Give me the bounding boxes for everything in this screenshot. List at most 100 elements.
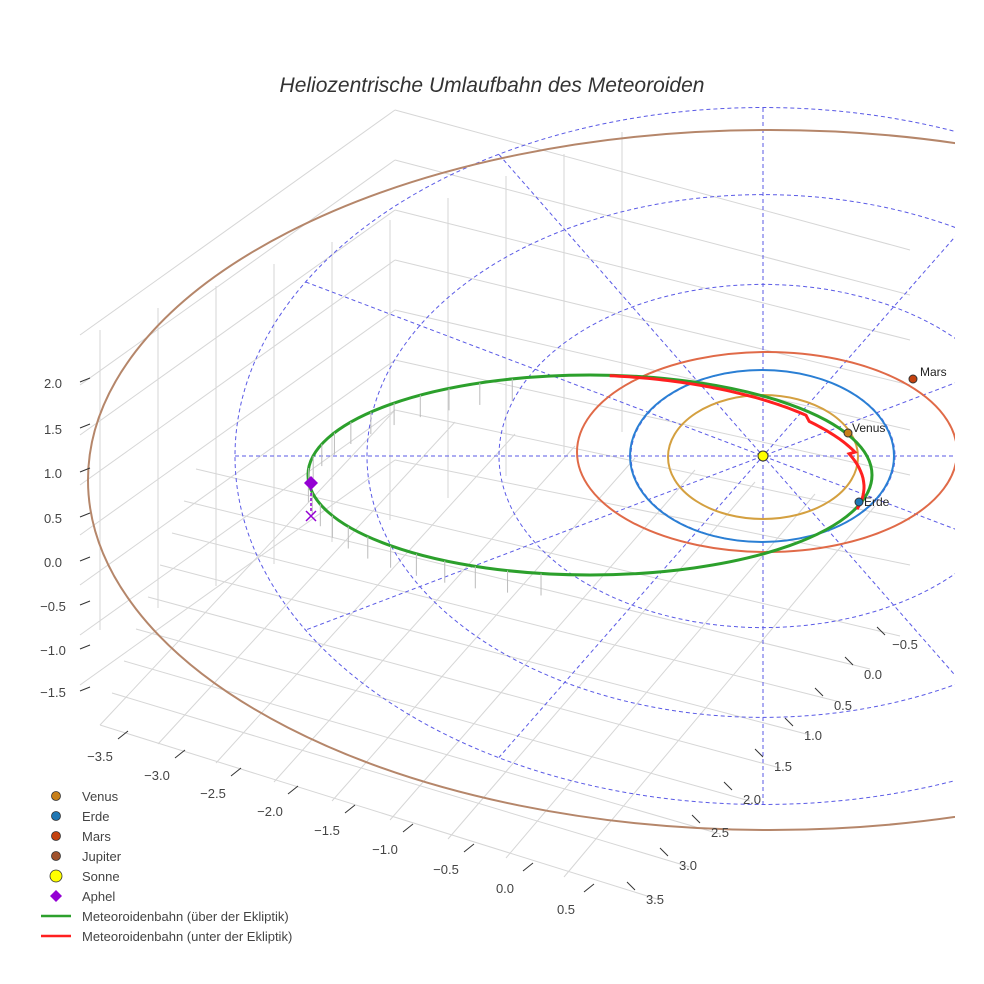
grid-line: [99, 724, 661, 901]
label-erde: Erde: [864, 495, 890, 509]
label-venus: Venus: [852, 421, 885, 435]
grid-line: [394, 159, 911, 296]
scene: Venus Erde Mars: [79, 107, 955, 901]
x-tick-label: −1.5: [314, 823, 340, 838]
y-tick-mark: [626, 881, 636, 891]
grid-line: [273, 445, 576, 783]
z-tick-label: 2.0: [44, 376, 62, 391]
label-mars: Mars: [920, 365, 947, 379]
legend-item-erde[interactable]: Erde: [36, 806, 292, 826]
z-tick-mark: [79, 467, 91, 473]
grid-line: [79, 159, 396, 386]
x-tick-label: −2.0: [257, 804, 283, 819]
line-marker-icon: [36, 933, 76, 939]
grid-line: [563, 505, 876, 878]
grid-line: [394, 309, 911, 431]
x-tick-mark: [117, 730, 129, 740]
x-tick-mark: [174, 749, 186, 759]
y-tick-label: 3.5: [646, 892, 664, 907]
grid-line: [171, 532, 841, 703]
z-tick-label: −1.0: [40, 643, 66, 658]
y-tick-label: 1.0: [804, 728, 822, 743]
legend-label: Mars: [82, 828, 111, 844]
y-tick-mark: [876, 626, 886, 636]
legend-item-venus[interactable]: Venus: [36, 786, 292, 806]
z-tick-mark: [79, 644, 91, 650]
x-tick-label: −2.5: [200, 786, 226, 801]
y-tick-label: 2.5: [711, 825, 729, 840]
ecliptic-spoke: [305, 382, 955, 631]
legend-item-aphel[interactable]: Aphel: [36, 886, 292, 906]
z-tick-label: 0.0: [44, 555, 62, 570]
x-tick-label: −0.5: [433, 862, 459, 877]
x-tick-label: −3.0: [144, 768, 170, 783]
legend-label: Jupiter: [82, 848, 122, 864]
circle-marker-icon: [36, 790, 76, 802]
z-tick-mark: [79, 423, 91, 429]
grid-line: [79, 209, 396, 436]
y-tick-label: 0.0: [864, 667, 882, 682]
legend-item-meteoroidenbahn-7[interactable]: Meteoroidenbahn (unter der Ekliptik): [36, 926, 292, 946]
legend-label: Aphel: [82, 888, 116, 904]
mars-marker: [908, 374, 918, 384]
grid-line: [505, 493, 816, 859]
grid-lines: [79, 109, 911, 901]
line-marker-icon: [36, 913, 76, 919]
z-tick-mark: [79, 600, 91, 606]
x-tick-mark: [344, 804, 356, 814]
grid-line: [147, 596, 781, 769]
x-tick-label: −1.0: [372, 842, 398, 857]
y-tick-mark: [754, 748, 764, 758]
z-tick-mark: [79, 556, 91, 562]
grid-line: [79, 259, 396, 486]
grid-line: [331, 457, 636, 802]
meteoroid-orbit-below: [609, 374, 866, 510]
circle-marker-icon: [36, 830, 76, 842]
erde-marker: [854, 497, 864, 507]
y-tick-mark: [659, 847, 669, 857]
x-tick-label: 0.0: [496, 881, 514, 896]
grid-line: [135, 628, 751, 802]
legend-label: Venus: [82, 788, 119, 804]
y-tick-label: 3.0: [679, 858, 697, 873]
grid-line: [389, 469, 696, 821]
legend-label: Meteoroidenbahn (unter der Ekliptik): [82, 928, 293, 944]
grid-line: [394, 259, 911, 386]
grid-line: [394, 459, 911, 566]
x-tick-mark: [402, 823, 414, 833]
z-tick-mark: [79, 512, 91, 518]
grid-line: [99, 409, 396, 726]
legend-item-jupiter[interactable]: Jupiter: [36, 846, 292, 866]
circle-marker-icon: [36, 869, 76, 883]
y-tick-mark: [844, 656, 854, 666]
sonne-marker: [757, 450, 769, 462]
grid-line: [159, 564, 811, 736]
legend-item-mars[interactable]: Mars: [36, 826, 292, 846]
legend-label: Meteoroidenbahn (über der Ekliptik): [82, 908, 289, 924]
y-tick-mark: [723, 781, 733, 791]
grid-line: [111, 692, 691, 868]
x-tick-mark: [287, 785, 299, 795]
ecliptic-ring: [234, 107, 955, 805]
legend-item-meteoroidenbahn-6[interactable]: Meteoroidenbahn (über der Ekliptik): [36, 906, 292, 926]
x-tick-mark: [583, 883, 595, 893]
grid-line: [79, 459, 396, 686]
y-tick-mark: [814, 687, 824, 697]
x-tick-mark: [230, 767, 242, 777]
legend-item-sonne[interactable]: Sonne: [36, 866, 292, 886]
grid-line: [447, 481, 756, 840]
grid-line: [183, 500, 871, 670]
aphel-marker: [304, 476, 318, 490]
grid-line: [79, 409, 396, 636]
y-tick-mark: [691, 814, 701, 824]
grid-line: [394, 109, 911, 251]
grid-line: [195, 468, 901, 637]
z-tick-label: 1.0: [44, 466, 62, 481]
orbit-jupiter: [87, 129, 955, 831]
grid-line: [394, 409, 911, 521]
legend-label: Sonne: [82, 868, 120, 884]
y-tick-label: −0.5: [892, 637, 918, 652]
meteoroid-orbit-above: [306, 373, 874, 577]
x-tick-mark: [463, 843, 475, 853]
